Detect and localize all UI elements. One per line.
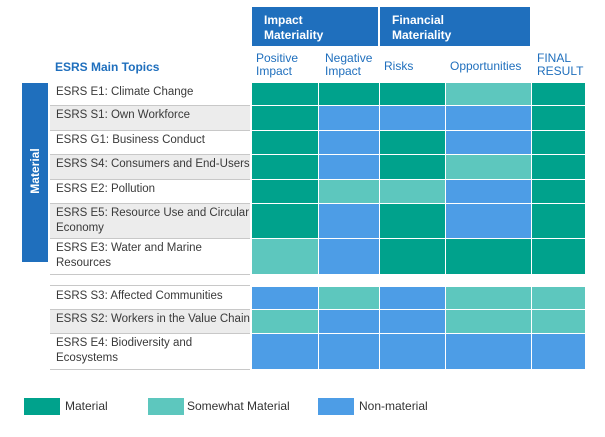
row-label: ESRS E1: Climate Change [56, 86, 194, 98]
cell-risks [380, 204, 445, 238]
cell-final-result [532, 83, 585, 105]
row-label: ESRS S4: Consumers and End-Users [50, 155, 250, 179]
cell-negative-impact [319, 204, 379, 238]
cell-final-result [532, 131, 585, 154]
column-header-opportunities: Opportunities [450, 59, 522, 73]
topics-column-title: ESRS Main Topics [55, 60, 160, 74]
cell-final-result [532, 106, 585, 130]
cell-negative-impact [319, 310, 379, 333]
cell-risks [380, 180, 445, 203]
row-divider [50, 309, 250, 310]
cell-opportunities [446, 287, 531, 309]
row-label: ESRS E3: Water and Marine Resources [56, 242, 202, 269]
cell-final-result [532, 239, 585, 274]
cell-opportunities [446, 204, 531, 238]
cell-risks [380, 106, 445, 130]
row-divider [50, 130, 250, 131]
row-divider [50, 203, 250, 204]
row-divider [50, 333, 250, 334]
row-divider [50, 238, 250, 239]
material-side-label: Material [28, 148, 42, 194]
cell-positive-impact [252, 180, 318, 203]
material-side-bar [22, 83, 48, 262]
cell-negative-impact [319, 180, 379, 203]
cell-risks [380, 334, 445, 369]
cell-risks [380, 287, 445, 309]
legend-swatch-somewhat-material [148, 398, 184, 415]
cell-positive-impact [252, 155, 318, 179]
row-label: ESRS E5: Resource Use and Circular Econo… [50, 204, 250, 238]
row-label: ESRS S3: Affected Communities [56, 290, 223, 302]
cell-negative-impact [319, 106, 379, 130]
financial-materiality-header: Financial Materiality [380, 7, 530, 46]
impact-materiality-header: Impact Materiality [252, 7, 378, 46]
cell-risks [380, 131, 445, 154]
cell-risks [380, 83, 445, 105]
cell-negative-impact [319, 83, 379, 105]
cell-positive-impact [252, 83, 318, 105]
column-header-risks: Risks [384, 59, 414, 73]
cell-risks [380, 155, 445, 179]
legend-label-material: Material [65, 399, 108, 413]
cell-negative-impact [319, 155, 379, 179]
legend-swatch-material [24, 398, 60, 415]
cell-negative-impact [319, 334, 379, 369]
legend-label-somewhat-material: Somewhat Material [187, 399, 290, 413]
row-label: ESRS S2: Workers in the Value Chain [50, 310, 250, 333]
row-divider [50, 274, 250, 275]
cell-positive-impact [252, 106, 318, 130]
row-label: ESRS E2: Pollution [56, 183, 156, 195]
row-divider [50, 369, 250, 370]
cell-opportunities [446, 334, 531, 369]
cell-opportunities [446, 310, 531, 333]
cell-risks [380, 310, 445, 333]
column-header-final-result: FINAL RESULT [537, 51, 584, 78]
cell-opportunities [446, 155, 531, 179]
cell-positive-impact [252, 310, 318, 333]
row-label: ESRS G1: Business Conduct [56, 134, 205, 146]
cell-positive-impact [252, 334, 318, 369]
cell-final-result [532, 204, 585, 238]
column-header-negative-impact: Negative Impact [325, 51, 373, 78]
column-header-positive-impact: Positive Impact [256, 51, 299, 78]
cell-opportunities [446, 83, 531, 105]
cell-final-result [532, 155, 585, 179]
row-divider [50, 179, 250, 180]
row-label: ESRS E4: Biodiversity and Ecosystems [56, 337, 193, 364]
cell-opportunities [446, 106, 531, 130]
cell-positive-impact [252, 204, 318, 238]
legend-swatch-non-material [318, 398, 354, 415]
legend-label-non-material: Non-material [359, 399, 428, 413]
cell-opportunities [446, 180, 531, 203]
cell-final-result [532, 287, 585, 309]
cell-opportunities [446, 131, 531, 154]
cell-opportunities [446, 239, 531, 274]
cell-risks [380, 239, 445, 274]
cell-negative-impact [319, 287, 379, 309]
cell-negative-impact [319, 239, 379, 274]
cell-final-result [532, 180, 585, 203]
row-divider [50, 154, 250, 155]
cell-final-result [532, 334, 585, 369]
group-separator [50, 285, 250, 286]
row-divider [50, 105, 250, 106]
cell-positive-impact [252, 239, 318, 274]
cell-positive-impact [252, 131, 318, 154]
cell-negative-impact [319, 131, 379, 154]
cell-positive-impact [252, 287, 318, 309]
cell-final-result [532, 310, 585, 333]
row-label: ESRS S1: Own Workforce [50, 106, 250, 130]
